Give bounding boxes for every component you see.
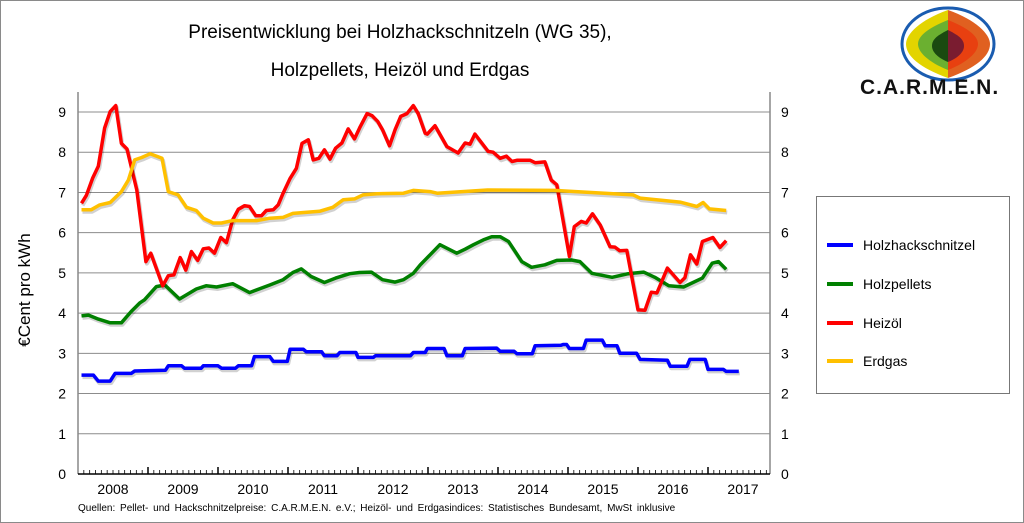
legend: Holzhackschnitzel Holzpellets Heizöl Erd… bbox=[816, 196, 1010, 394]
x-tick-label: 2012 bbox=[377, 481, 408, 497]
series-shadow bbox=[82, 236, 729, 327]
x-tick-label: 2013 bbox=[447, 481, 478, 497]
legend-swatch bbox=[827, 282, 853, 286]
chart-title-line1: Preisentwicklung bei Holzhackschnitzeln … bbox=[188, 22, 612, 43]
y-tick-label-left: 5 bbox=[58, 265, 66, 281]
y-tick-label-right: 1 bbox=[781, 426, 789, 442]
source-note: Quellen: Pellet- und Hackschnitzelpreise… bbox=[78, 503, 676, 514]
y-tick-label-left: 4 bbox=[58, 305, 66, 321]
y-tick-label-left: 3 bbox=[58, 345, 66, 361]
y-tick-label-left: 2 bbox=[58, 386, 66, 402]
y-tick-label-right: 4 bbox=[781, 305, 789, 321]
y-tick-label-left: 1 bbox=[58, 426, 66, 442]
y-tick-label-right: 8 bbox=[781, 144, 789, 160]
x-tick-label: 2015 bbox=[587, 481, 618, 497]
legend-swatch bbox=[827, 321, 853, 325]
x-tick-label: 2008 bbox=[97, 481, 128, 497]
y-tick-label-left: 8 bbox=[58, 144, 66, 160]
legend-label: Heizöl bbox=[863, 315, 902, 331]
carmen-logo-icon bbox=[900, 6, 996, 82]
y-tick-label-right: 6 bbox=[781, 225, 789, 241]
legend-item-erdgas: Erdgas bbox=[827, 351, 907, 371]
series-line-heizl bbox=[80, 103, 728, 313]
chart-title-line2: Holzpellets, Heizöl und Erdgas bbox=[270, 60, 530, 81]
legend-swatch bbox=[827, 243, 853, 247]
y-tick-label-left: 6 bbox=[58, 225, 66, 241]
x-tick-label: 2014 bbox=[517, 481, 548, 497]
y-tick-label-right: 2 bbox=[781, 386, 789, 402]
y-tick-label-right: 9 bbox=[781, 104, 789, 120]
y-tick-label-right: 0 bbox=[781, 466, 789, 482]
series-line-erdgas bbox=[81, 152, 727, 225]
series-line-holzhackschnitzel bbox=[81, 338, 739, 383]
series-shadow bbox=[82, 153, 728, 227]
y-tick-label-left: 9 bbox=[58, 104, 66, 120]
y-tick-label-right: 5 bbox=[781, 265, 789, 281]
y-tick-label-left: 7 bbox=[58, 184, 66, 200]
x-tick-label: 2009 bbox=[167, 481, 198, 497]
x-tick-label: 2011 bbox=[308, 481, 338, 497]
legend-item-holzpellets: Holzpellets bbox=[827, 274, 931, 294]
carmen-logo-text: C.A.R.M.E.N. bbox=[860, 76, 1000, 99]
legend-label: Erdgas bbox=[863, 353, 908, 369]
x-tick-label: 2016 bbox=[657, 481, 688, 497]
x-tick-label: 2017 bbox=[727, 481, 758, 497]
legend-label: Holzpellets bbox=[863, 276, 932, 292]
legend-item-holzhackschnitzel: Holzhackschnitzel bbox=[827, 235, 975, 255]
legend-label: Holzhackschnitzel bbox=[863, 237, 976, 253]
series-shadow bbox=[82, 340, 740, 386]
legend-item-heizoel: Heizöl bbox=[827, 313, 902, 333]
y-tick-label-left: 0 bbox=[58, 466, 66, 482]
legend-swatch bbox=[827, 359, 853, 363]
series-line-holzpellets bbox=[81, 234, 728, 325]
x-tick-label: 2010 bbox=[237, 481, 268, 497]
y-tick-label-right: 7 bbox=[781, 184, 789, 200]
y-tick-label-right: 3 bbox=[781, 345, 789, 361]
